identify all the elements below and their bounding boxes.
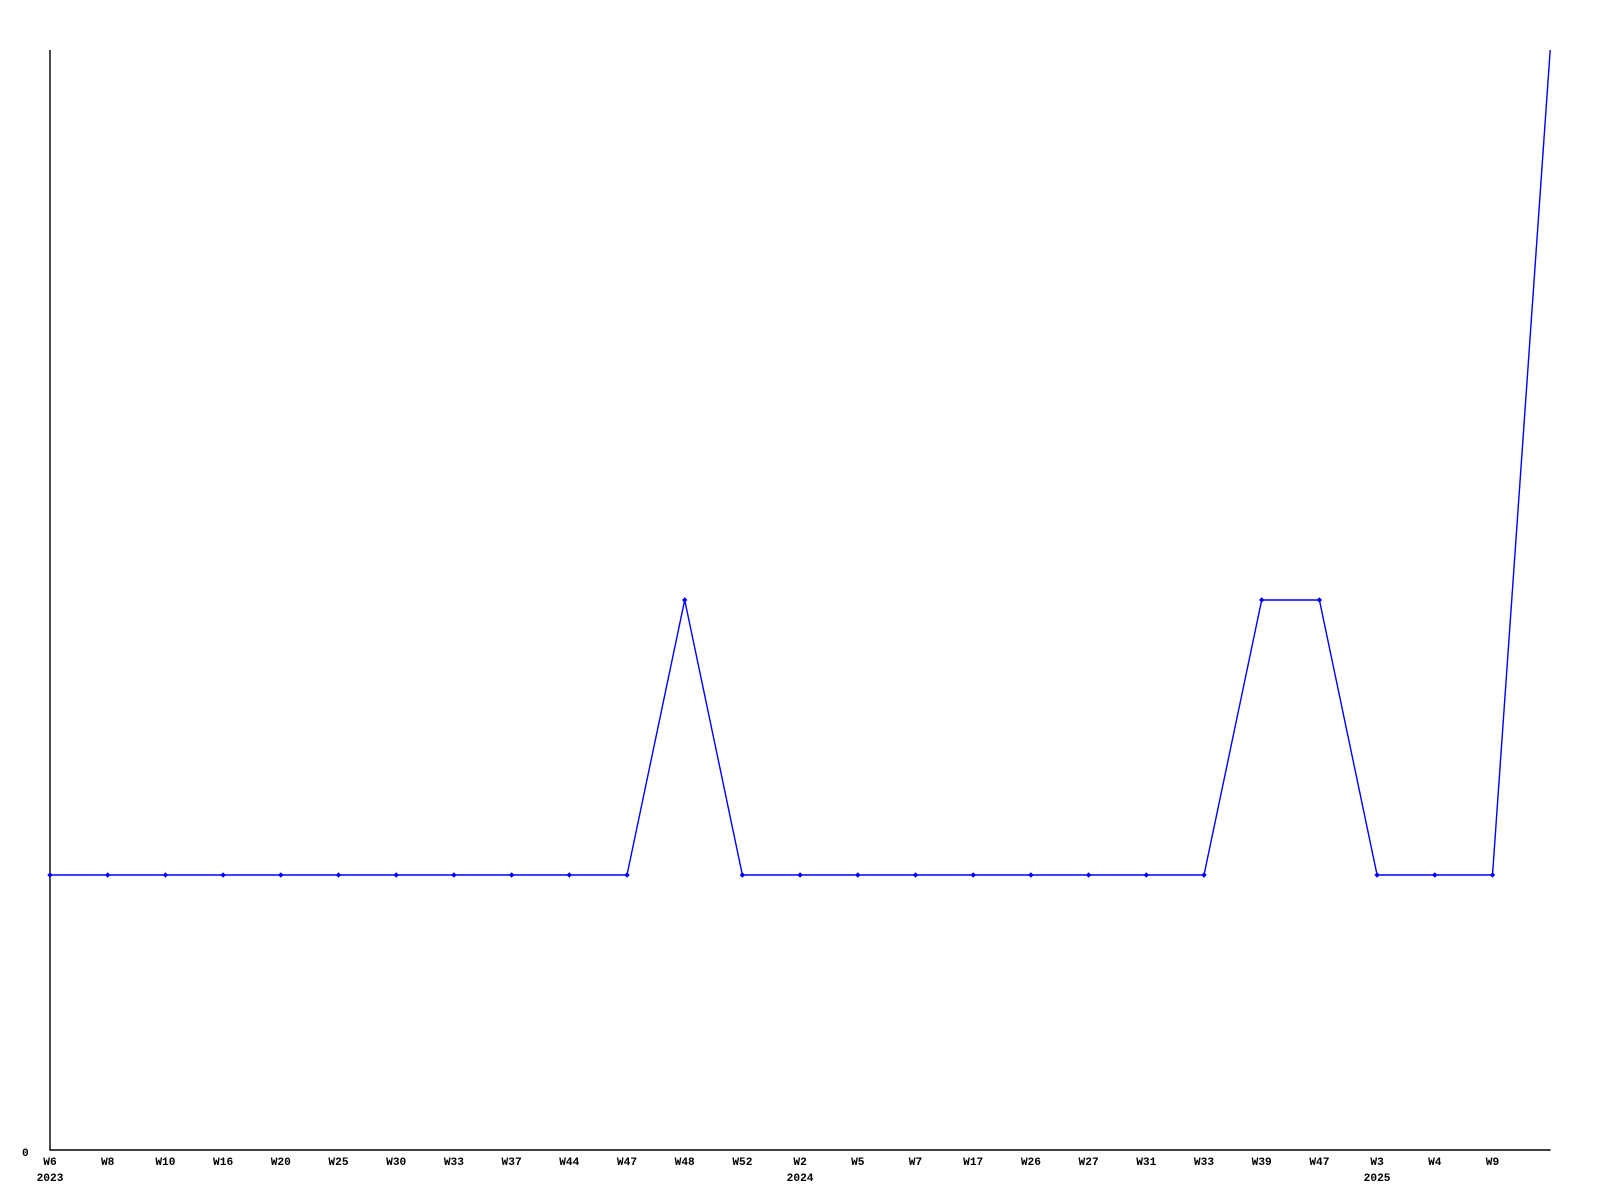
svg-text:W3: W3 (1370, 1157, 1384, 1169)
svg-text:W30: W30 (386, 1157, 406, 1169)
svg-text:W5: W5 (851, 1157, 865, 1169)
svg-text:2024: 2024 (787, 1173, 814, 1185)
svg-text:W27: W27 (1079, 1157, 1099, 1169)
svg-text:W26: W26 (1021, 1157, 1041, 1169)
svg-text:W4: W4 (1428, 1157, 1442, 1169)
svg-text:W10: W10 (155, 1157, 175, 1169)
svg-text:W2: W2 (793, 1157, 807, 1169)
svg-text:W33: W33 (1194, 1157, 1214, 1169)
svg-text:0: 0 (22, 1148, 29, 1160)
svg-text:W37: W37 (502, 1157, 522, 1169)
svg-text:W7: W7 (909, 1157, 922, 1169)
svg-text:W33: W33 (444, 1157, 464, 1169)
svg-text:W25: W25 (328, 1157, 348, 1169)
svg-text:W9: W9 (1486, 1157, 1500, 1169)
svg-text:W48: W48 (675, 1157, 695, 1169)
svg-text:W39: W39 (1252, 1157, 1272, 1169)
svg-text:W31: W31 (1136, 1157, 1156, 1169)
svg-text:W17: W17 (963, 1157, 983, 1169)
svg-text:W44: W44 (559, 1157, 579, 1169)
svg-text:2025: 2025 (1364, 1173, 1391, 1185)
svg-text:W47: W47 (617, 1157, 637, 1169)
svg-text:W20: W20 (271, 1157, 291, 1169)
svg-text:W8: W8 (101, 1157, 115, 1169)
svg-text:W16: W16 (213, 1157, 233, 1169)
svg-text:W52: W52 (732, 1157, 752, 1169)
svg-text:W47: W47 (1309, 1157, 1329, 1169)
svg-text:W6: W6 (43, 1157, 57, 1169)
svg-text:2023: 2023 (37, 1173, 64, 1185)
